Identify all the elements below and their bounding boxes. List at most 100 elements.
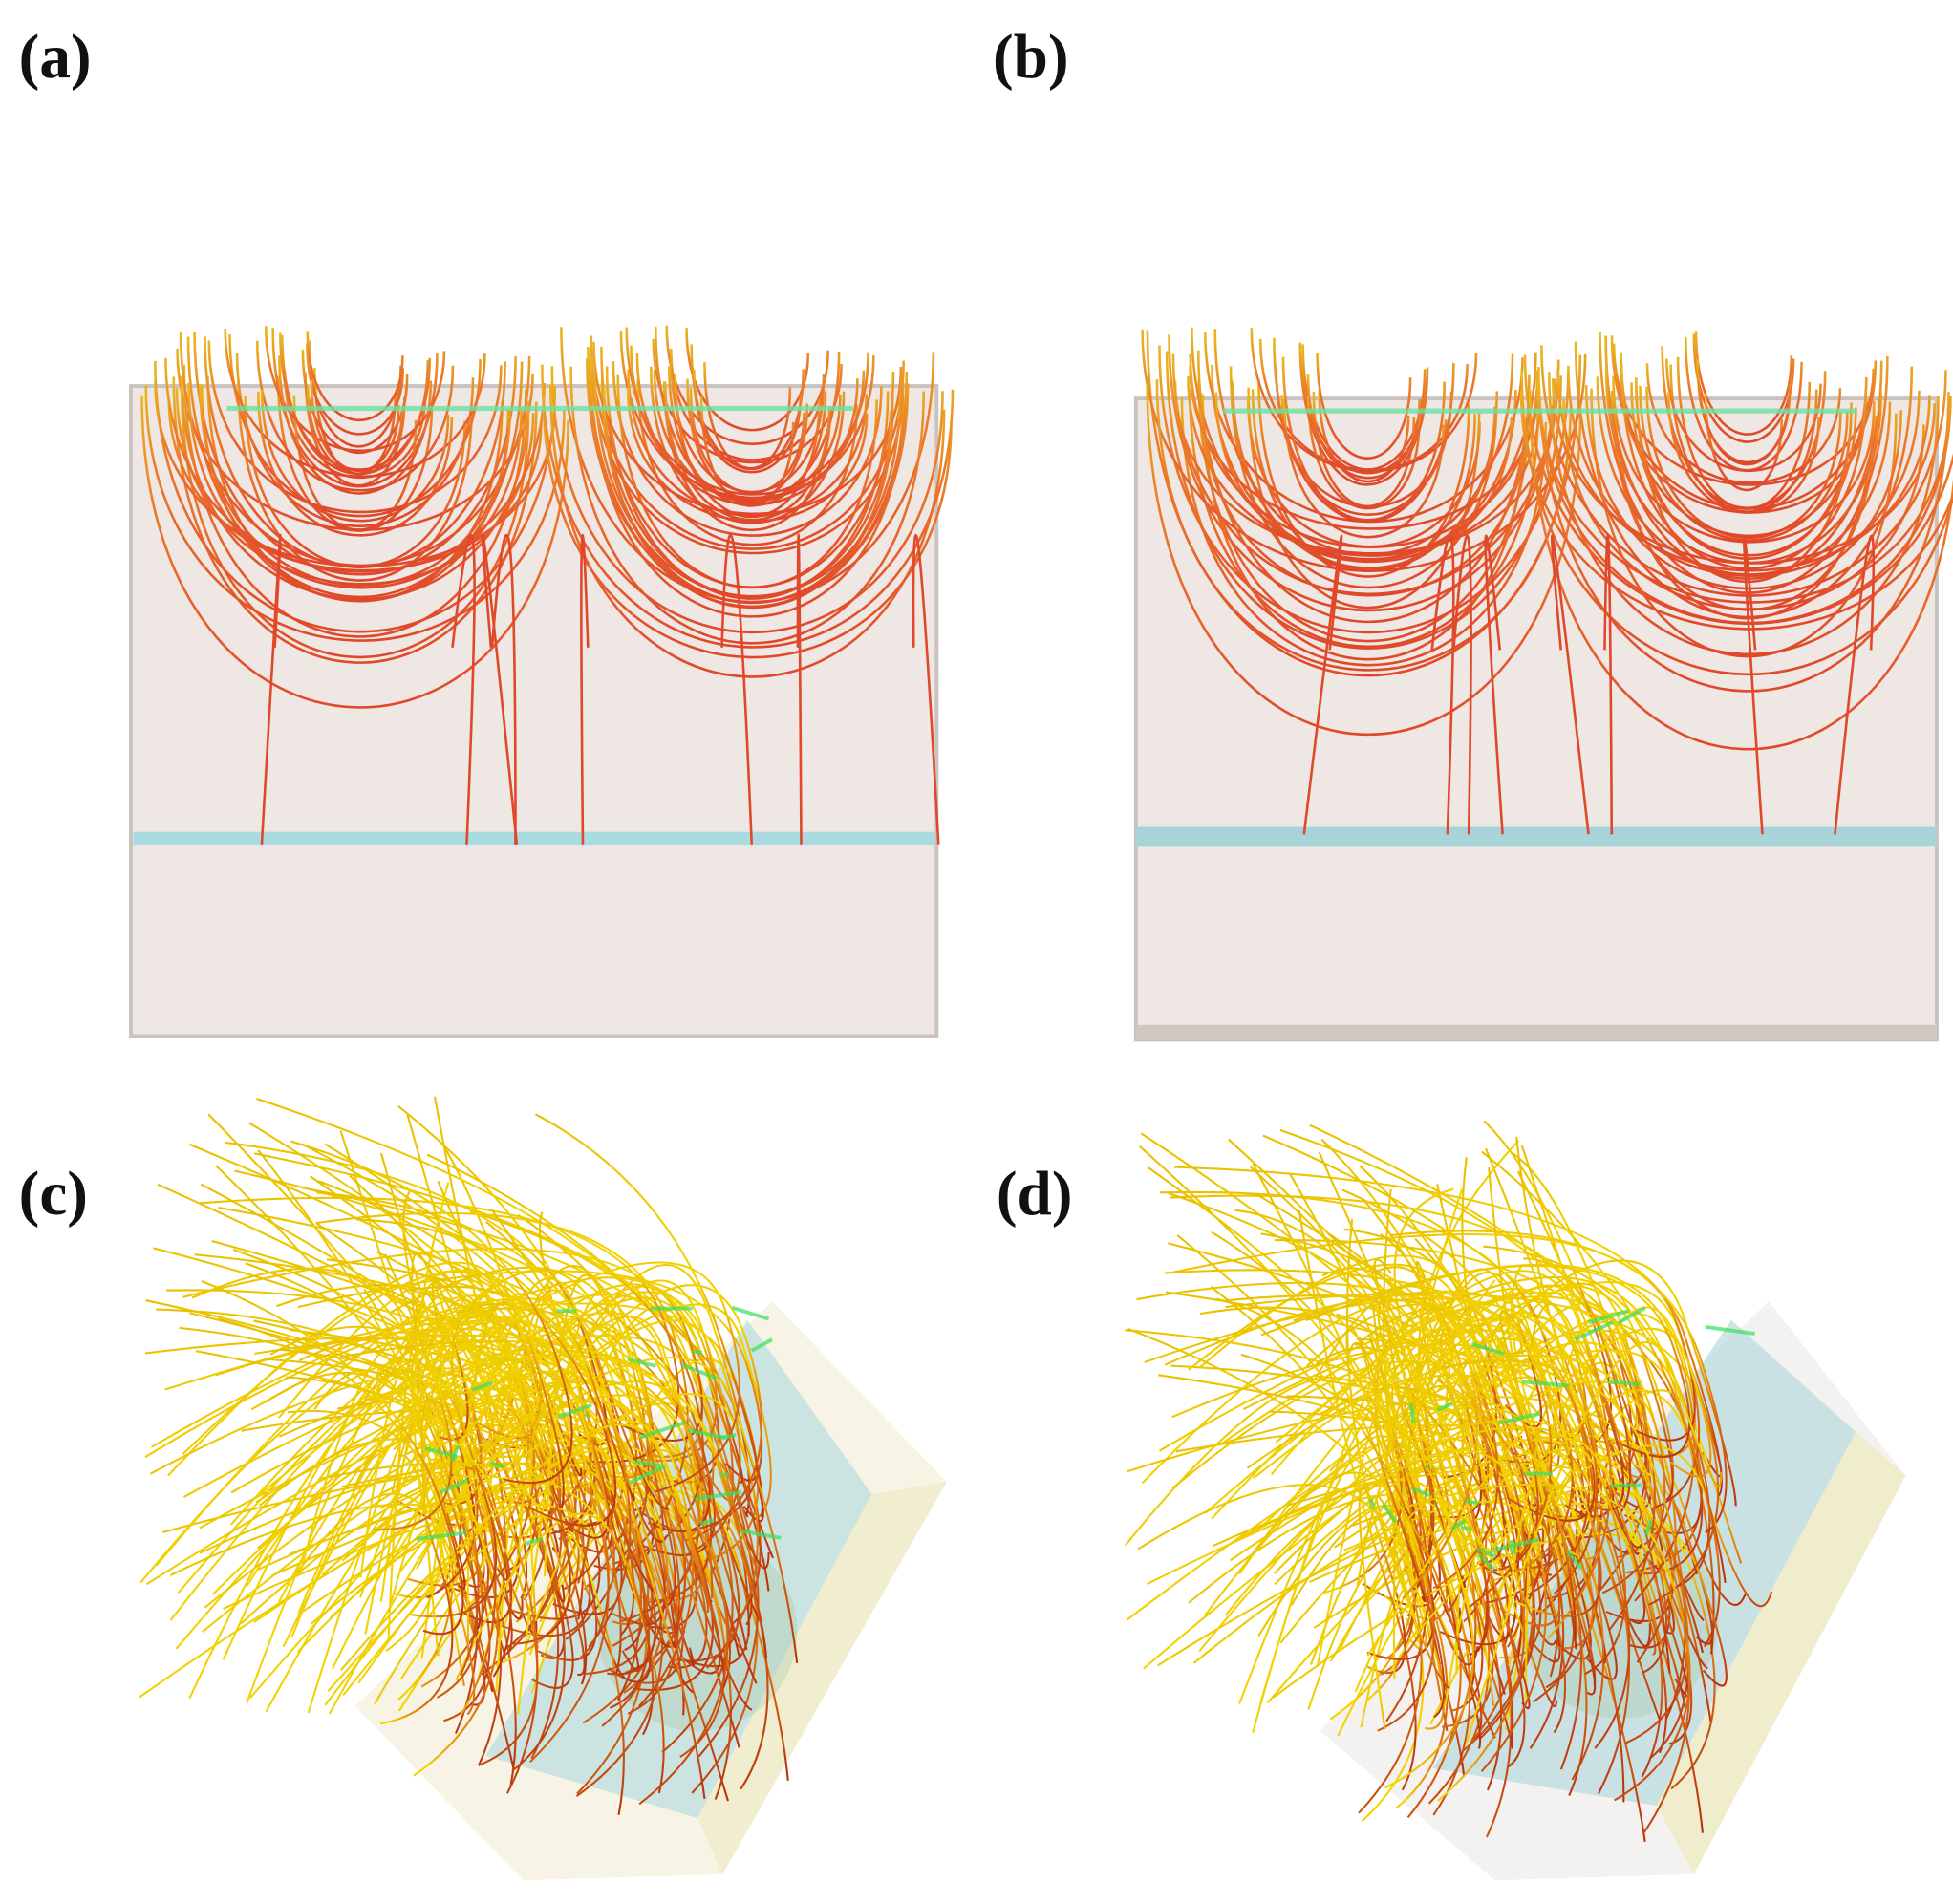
streamline (550, 366, 944, 633)
streamline (612, 361, 883, 537)
streamline (1398, 1384, 1536, 1675)
streamline (1477, 1552, 1496, 1572)
streamline (1486, 1348, 1705, 1622)
streamline (1415, 1444, 1773, 1636)
streamline (1336, 1313, 1583, 1770)
streamline (517, 1290, 652, 1715)
streamline (1274, 1442, 1607, 1664)
streamline (172, 376, 538, 664)
streamline (720, 1472, 729, 1478)
streamline (584, 1412, 589, 1418)
streamline (399, 1319, 741, 1572)
streamline (1441, 1359, 1686, 1721)
streamline (1273, 337, 1455, 523)
streamline (627, 1357, 656, 1368)
streamline (167, 397, 543, 572)
streamline (680, 1362, 718, 1380)
streamline (240, 1474, 586, 1677)
streamline (1260, 1290, 1598, 1594)
streamline (1148, 1166, 1517, 1646)
streamline (316, 1191, 669, 1510)
streamline (541, 364, 955, 649)
streamline (187, 382, 524, 589)
streamline (481, 533, 519, 845)
streamline (1340, 1397, 1531, 1710)
streamline (1189, 365, 1539, 530)
streamline (340, 1339, 768, 1659)
streamline (1170, 1232, 1696, 1442)
streamline (602, 386, 892, 610)
streamline (1550, 534, 1590, 835)
panel-b (1133, 25, 1953, 1042)
streamline (1620, 363, 1867, 570)
streamline (1282, 399, 1445, 539)
streamline (489, 1461, 505, 1469)
streamline (1520, 1145, 1625, 1511)
streamline (1274, 1448, 1547, 1773)
bottom-edge (1135, 1024, 1937, 1040)
streamline (1476, 1547, 1497, 1559)
streamline (357, 1423, 710, 1684)
streamlines (1125, 1120, 1773, 1842)
streamline (256, 391, 454, 537)
streamline (750, 1337, 774, 1353)
streamline (692, 1350, 702, 1355)
streamline (633, 1459, 661, 1467)
streamline (281, 1348, 656, 1676)
streamline (1349, 1483, 1691, 1835)
streamline (525, 1536, 543, 1546)
streamline (1188, 1493, 1491, 1805)
streamline (182, 1270, 565, 1509)
streamline (590, 335, 905, 550)
streamline (1302, 534, 1343, 835)
panel-label: (d) (997, 1160, 1073, 1229)
streamline (1466, 1341, 1723, 1744)
streamline (1450, 1518, 1467, 1531)
streamline (1522, 1380, 1570, 1388)
streamline (379, 1152, 498, 1618)
streamline (235, 353, 475, 527)
streamline (1470, 1341, 1505, 1356)
streamline (1520, 370, 1953, 676)
panel-c (139, 1096, 947, 1881)
streamline (1281, 356, 1447, 522)
streamline (1523, 354, 1953, 626)
streamline (1430, 534, 1455, 835)
streamline (259, 1261, 740, 1495)
streamline (307, 1284, 543, 1714)
streamline (1525, 1402, 1600, 1701)
streamline (629, 1465, 666, 1485)
streamline (1604, 335, 1883, 580)
streamline (1537, 382, 1950, 604)
streamline (630, 345, 866, 501)
streamline (503, 1380, 770, 1570)
streamline (1358, 1337, 1415, 1519)
streamline (720, 534, 754, 845)
streamline (1645, 363, 1842, 484)
streamline (353, 1308, 535, 1610)
streamline (224, 1141, 609, 1446)
streamline (278, 1414, 509, 1603)
streamline (144, 1315, 596, 1536)
streamline (186, 336, 524, 599)
streamline (279, 332, 432, 471)
streamline (188, 1391, 497, 1699)
streamline (228, 333, 482, 518)
streamline (328, 1316, 714, 1715)
streamline (1465, 1499, 1480, 1506)
streamline (544, 1273, 665, 1577)
streamline (182, 1248, 703, 1442)
streamline (1141, 1299, 1536, 1485)
streamline (164, 357, 547, 573)
streamline (534, 1113, 764, 1518)
streamline (1230, 378, 1498, 589)
streamline (327, 1393, 759, 1693)
streamline (1596, 376, 1892, 576)
streamline (451, 534, 476, 845)
streamline (626, 388, 869, 523)
streamline (212, 1312, 733, 1595)
streamline (306, 331, 404, 421)
streamline (1574, 341, 1914, 619)
streamline (1635, 377, 1853, 584)
streamline (668, 366, 827, 507)
